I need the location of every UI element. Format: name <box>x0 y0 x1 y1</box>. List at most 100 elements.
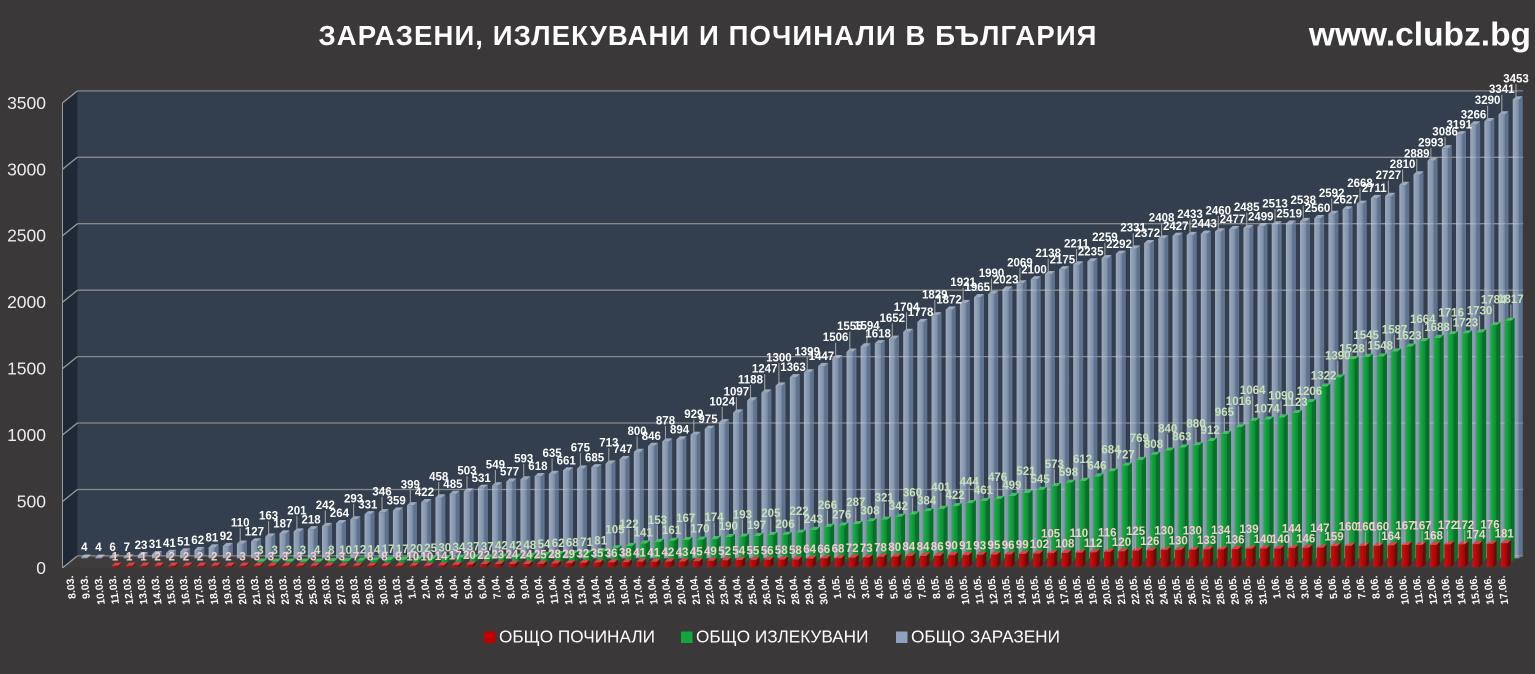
svg-text:2727: 2727 <box>1376 170 1402 182</box>
svg-text:2443: 2443 <box>1191 219 1217 231</box>
svg-text:3: 3 <box>339 551 345 563</box>
svg-text:4: 4 <box>81 542 88 554</box>
svg-text:2889: 2889 <box>1404 149 1430 161</box>
svg-text:10.06.: 10.06. <box>1397 575 1412 606</box>
svg-text:2259: 2259 <box>1092 232 1118 244</box>
svg-text:125: 125 <box>1126 526 1146 538</box>
svg-text:2538: 2538 <box>1291 195 1317 207</box>
svg-text:66: 66 <box>817 544 830 556</box>
svg-text:8.03.: 8.03. <box>64 575 79 600</box>
svg-text:141: 141 <box>634 528 654 540</box>
svg-text:25.03.: 25.03. <box>305 575 320 606</box>
svg-text:7.06.: 7.06. <box>1354 575 1369 600</box>
svg-text:360: 360 <box>903 488 922 500</box>
svg-text:62: 62 <box>191 535 204 547</box>
svg-text:222: 222 <box>790 506 809 518</box>
svg-text:1594: 1594 <box>854 321 880 333</box>
svg-text:58: 58 <box>789 545 802 557</box>
svg-text:1990: 1990 <box>979 268 1005 280</box>
svg-text:422: 422 <box>415 487 434 499</box>
svg-text:612: 612 <box>1073 454 1092 466</box>
svg-text:2: 2 <box>183 551 189 563</box>
svg-text:1064: 1064 <box>1240 385 1266 397</box>
svg-text:12.03.: 12.03. <box>121 575 136 606</box>
svg-text:174: 174 <box>705 512 725 524</box>
svg-text:1664: 1664 <box>1410 314 1436 326</box>
svg-text:1363: 1363 <box>780 362 806 374</box>
svg-text:9.05.: 9.05. <box>943 575 958 600</box>
svg-text:461: 461 <box>974 485 994 497</box>
svg-text:172: 172 <box>1438 520 1457 532</box>
svg-text:10.03.: 10.03. <box>92 575 107 606</box>
svg-text:16.04.: 16.04. <box>617 575 632 606</box>
svg-text:84: 84 <box>917 542 930 554</box>
svg-text:1206: 1206 <box>1297 386 1323 398</box>
svg-text:17: 17 <box>449 550 462 562</box>
svg-text:17.06.: 17.06. <box>1496 575 1511 606</box>
svg-text:86: 86 <box>931 541 944 553</box>
svg-text:28: 28 <box>548 549 561 561</box>
svg-text:20.05.: 20.05. <box>1099 575 1114 606</box>
svg-text:201: 201 <box>287 506 307 518</box>
svg-text:13.06.: 13.06. <box>1439 575 1454 606</box>
svg-text:675: 675 <box>571 443 591 455</box>
svg-text:2138: 2138 <box>1035 248 1061 260</box>
svg-text:102: 102 <box>1030 539 1049 551</box>
svg-text:8.06.: 8.06. <box>1368 575 1383 600</box>
svg-text:3: 3 <box>257 545 263 557</box>
svg-text:95: 95 <box>988 540 1001 552</box>
svg-text:242: 242 <box>316 500 335 512</box>
svg-text:11.03.: 11.03. <box>107 575 122 605</box>
svg-text:127: 127 <box>245 526 264 538</box>
svg-text:28.04.: 28.04. <box>787 575 802 606</box>
svg-text:2: 2 <box>225 551 231 563</box>
svg-text:64: 64 <box>803 544 816 556</box>
svg-text:159: 159 <box>1325 532 1344 544</box>
svg-text:3: 3 <box>268 551 274 563</box>
svg-text:84: 84 <box>902 542 915 554</box>
svg-text:29.03.: 29.03. <box>362 575 377 606</box>
svg-text:5.04.: 5.04. <box>461 575 476 600</box>
svg-text:2.06.: 2.06. <box>1283 575 1298 600</box>
svg-text:1300: 1300 <box>766 353 792 365</box>
svg-text:1188: 1188 <box>738 375 764 387</box>
svg-text:1000: 1000 <box>7 425 46 445</box>
svg-text:1548: 1548 <box>1368 341 1394 353</box>
svg-text:1390: 1390 <box>1325 351 1351 363</box>
svg-text:26.03.: 26.03. <box>319 575 334 606</box>
svg-text:96: 96 <box>1002 540 1015 552</box>
svg-text:2211: 2211 <box>1064 239 1090 251</box>
svg-text:93: 93 <box>973 540 986 552</box>
svg-text:130: 130 <box>1154 525 1173 537</box>
svg-text:1778: 1778 <box>908 307 934 319</box>
svg-text:243: 243 <box>804 514 823 526</box>
svg-text:164: 164 <box>1381 531 1401 543</box>
svg-text:122: 122 <box>619 519 638 531</box>
svg-text:10: 10 <box>421 551 434 563</box>
svg-text:1074: 1074 <box>1254 404 1280 416</box>
svg-text:4: 4 <box>95 542 102 554</box>
svg-text:2519: 2519 <box>1276 209 1302 221</box>
svg-text:30.05.: 30.05. <box>1241 575 1256 606</box>
svg-text:80: 80 <box>888 542 901 554</box>
svg-text:1024: 1024 <box>709 396 735 408</box>
svg-text:503: 503 <box>457 466 476 478</box>
svg-text:17.05.: 17.05. <box>1056 575 1071 606</box>
svg-text:12.04.: 12.04. <box>560 575 575 606</box>
svg-text:8.04.: 8.04. <box>503 575 518 600</box>
svg-text:29.04.: 29.04. <box>801 575 816 606</box>
svg-text:1730: 1730 <box>1467 306 1493 318</box>
svg-text:20.04.: 20.04. <box>674 575 689 606</box>
svg-text:2500: 2500 <box>7 226 46 246</box>
svg-text:11.04.: 11.04. <box>546 575 561 605</box>
svg-text:9.03.: 9.03. <box>78 575 93 600</box>
svg-text:2993: 2993 <box>1418 138 1444 150</box>
svg-text:0: 0 <box>36 558 46 578</box>
svg-text:12.06.: 12.06. <box>1425 575 1440 606</box>
svg-text:10.05.: 10.05. <box>957 575 972 606</box>
svg-text:126: 126 <box>1140 536 1159 548</box>
svg-text:684: 684 <box>1101 444 1121 456</box>
svg-text:266: 266 <box>818 500 837 512</box>
svg-text:1123: 1123 <box>1283 397 1308 409</box>
svg-text:965: 965 <box>1215 407 1235 419</box>
